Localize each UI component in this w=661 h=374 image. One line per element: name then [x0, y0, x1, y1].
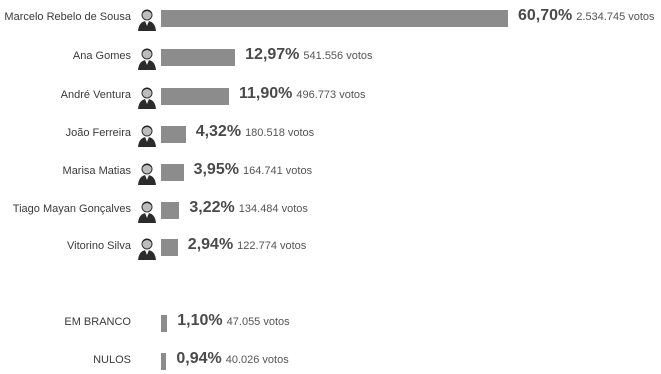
candidate-label: André Ventura [61, 89, 131, 101]
percentage-label: 12,97% [245, 46, 299, 63]
result-row: Tiago Mayan Gonçalves 3,22% 134.484 votos [0, 199, 661, 223]
candidate-portrait-icon [136, 123, 158, 147]
votes-label: 134.484 votos [239, 203, 308, 215]
votes-label: 2.534.745 votos [576, 11, 654, 23]
result-row: Ana Gomes 12,97% 541.556 votos [0, 46, 661, 70]
percentage-label: 0,94% [176, 350, 221, 367]
result-row: Marcelo Rebelo de Sousa 60,70% 2.534.745 v… [0, 7, 661, 31]
candidate-portrait-icon [136, 161, 158, 185]
candidate-portrait-icon [136, 199, 158, 223]
result-row: André Ventura 11,90% 496.773 votos [0, 85, 661, 109]
percentage-label: 2,94% [188, 236, 233, 253]
result-values: 4,32% 180.518 votos [196, 123, 315, 141]
percentage-label: 11,90% [239, 85, 292, 102]
candidate-label: João Ferreira [66, 127, 131, 139]
votes-label: 47.055 votos [227, 316, 290, 328]
candidate-label: Marisa Matias [63, 165, 131, 177]
candidate-portrait-icon [136, 236, 158, 260]
candidate-label: Tiago Mayan Gonçalves [13, 203, 131, 215]
result-values: 3,95% 164.741 votos [194, 161, 313, 179]
votes-label: 122.774 votos [237, 240, 306, 252]
result-bar [161, 315, 167, 332]
candidate-portrait-icon [136, 85, 158, 109]
result-row: Marisa Matias 3,95% 164.741 votos [0, 161, 661, 185]
result-values: 0,94% 40.026 votos [176, 350, 288, 368]
votes-label: 40.026 votos [226, 354, 289, 366]
percentage-label: 4,32% [196, 123, 241, 140]
candidate-label: NULOS [93, 354, 131, 366]
result-bar [161, 202, 179, 219]
candidate-label: EM BRANCO [64, 316, 131, 328]
votes-label: 496.773 votos [296, 89, 365, 101]
candidate-portrait-icon [136, 7, 158, 31]
votes-label: 164.741 votos [243, 165, 312, 177]
result-values: 3,22% 134.484 votos [189, 199, 308, 217]
percentage-label: 3,22% [189, 199, 234, 216]
result-values: 11,90% 496.773 votos [239, 85, 366, 103]
result-bar [161, 88, 229, 105]
result-values: 1,10% 47.055 votos [177, 312, 289, 330]
candidate-portrait-icon [136, 46, 158, 70]
result-bar [161, 49, 235, 66]
result-bar [161, 126, 186, 143]
percentage-label: 60,70% [518, 7, 572, 24]
percentage-label: 3,95% [194, 161, 239, 178]
result-row: Vitorino Silva 2,94% 122.774 votos [0, 236, 661, 260]
result-values: 12,97% 541.556 votos [245, 46, 372, 64]
result-values: 60,70% 2.534.745 votos [518, 7, 655, 25]
result-values: 2,94% 122.774 votos [188, 236, 307, 254]
percentage-label: 1,10% [177, 312, 222, 329]
votes-label: 180.518 votos [245, 127, 314, 139]
result-bar [161, 164, 184, 181]
result-row: João Ferreira 4,32% 180.518 votos [0, 123, 661, 147]
result-row: EM BRANCO 1,10% 47.055 votos [0, 312, 661, 336]
candidate-label: Vitorino Silva [67, 240, 131, 252]
result-bar [161, 239, 178, 256]
candidate-label: Marcelo Rebelo de Sousa [4, 11, 131, 23]
result-bar [161, 353, 166, 370]
candidate-label: Ana Gomes [73, 50, 131, 62]
votes-label: 541.556 votos [303, 50, 372, 62]
result-row: NULOS 0,94% 40.026 votos [0, 350, 661, 374]
result-bar [161, 10, 508, 27]
